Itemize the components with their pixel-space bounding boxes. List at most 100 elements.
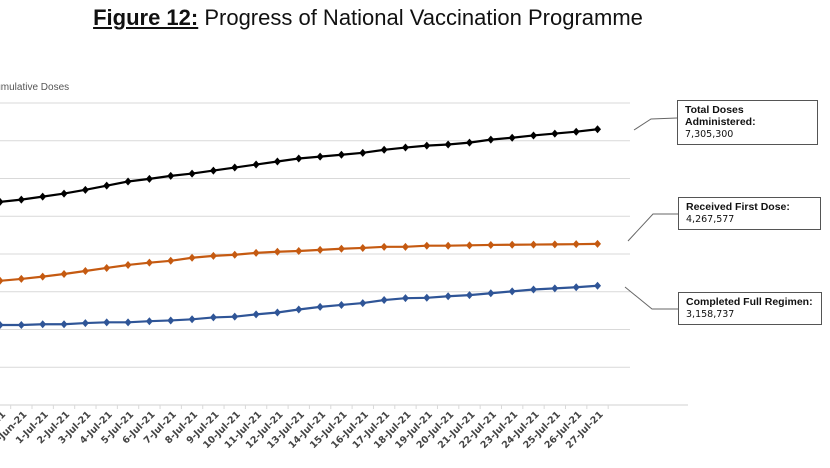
data-point-marker (572, 127, 580, 136)
data-point-marker (487, 135, 495, 144)
data-point-marker (359, 299, 367, 308)
series-total-doses-administered (0, 125, 602, 206)
data-point-marker (145, 174, 153, 183)
data-point-marker (209, 251, 217, 260)
data-point-marker (81, 266, 89, 275)
callout-value: 4,267,577 (686, 214, 735, 225)
data-point-marker (124, 260, 132, 269)
data-point-marker (60, 320, 68, 329)
data-point-marker (124, 318, 132, 327)
data-point-marker (231, 163, 239, 172)
data-point-marker (465, 138, 473, 147)
callout-full-regimen: Completed Full Regimen: 3,158,737 (678, 292, 822, 325)
callout-heading: Completed Full Regimen: (686, 296, 813, 308)
data-point-marker (17, 195, 25, 204)
data-point-marker (572, 240, 580, 249)
figure-caption: Progress of National Vaccination Program… (198, 5, 643, 30)
data-point-marker (17, 320, 25, 329)
callout-first-dose: Received First Dose: 4,267,577 (678, 197, 821, 230)
data-point-marker (103, 181, 111, 190)
data-point-marker (167, 171, 175, 180)
data-point-marker (273, 308, 281, 317)
data-point-marker (508, 133, 516, 142)
data-point-marker (60, 189, 68, 198)
data-point-marker (124, 177, 132, 186)
data-point-marker (465, 241, 473, 250)
data-point-marker (231, 250, 239, 259)
data-point-marker (487, 289, 495, 298)
data-point-marker (594, 281, 602, 290)
data-point-marker (39, 320, 47, 329)
series-received-first-dose (0, 239, 602, 285)
data-point-marker (530, 285, 537, 294)
data-point-marker (444, 292, 452, 301)
data-point-marker (594, 125, 602, 134)
data-point-marker (465, 291, 473, 300)
data-point-marker (316, 245, 324, 254)
data-point-marker (423, 293, 431, 302)
data-point-marker (401, 242, 409, 251)
data-point-marker (487, 240, 495, 249)
data-point-marker (188, 169, 196, 178)
data-point-marker (188, 253, 196, 262)
data-point-marker (508, 287, 516, 296)
data-point-marker (39, 272, 47, 281)
data-point-marker (0, 320, 4, 329)
leader-line-total (633, 117, 678, 131)
data-point-marker (359, 148, 367, 157)
data-point-marker (530, 240, 537, 249)
data-point-marker (60, 270, 68, 279)
leader-line-full (624, 286, 678, 310)
data-point-marker (0, 276, 4, 285)
data-point-marker (423, 141, 431, 150)
data-point-marker (551, 240, 559, 249)
callout-value: 3,158,737 (686, 309, 735, 320)
data-point-marker (103, 263, 111, 272)
data-point-marker (572, 283, 580, 292)
data-point-marker (295, 154, 303, 163)
data-point-marker (145, 317, 153, 326)
callout-heading: Total Doses Administered: (685, 104, 756, 128)
series-line (0, 128, 598, 203)
series-completed-full-regimen (0, 281, 602, 329)
data-point-marker (401, 143, 409, 152)
data-point-marker (337, 300, 345, 309)
data-point-marker (316, 152, 324, 161)
data-point-marker (337, 150, 345, 159)
data-point-marker (103, 318, 111, 327)
y-axis-label: Cumulative Doses (0, 82, 69, 93)
data-point-marker (551, 129, 559, 138)
data-point-marker (401, 294, 409, 303)
data-point-marker (0, 197, 4, 206)
callout-heading: Received First Dose: (686, 201, 790, 213)
data-point-marker (209, 313, 217, 322)
data-point-marker (380, 145, 388, 154)
data-point-marker (359, 243, 367, 252)
data-point-marker (252, 248, 260, 257)
data-point-marker (252, 160, 260, 169)
data-point-marker (209, 166, 217, 175)
data-point-marker (167, 316, 175, 325)
leader-line-first (627, 213, 678, 242)
data-point-marker (594, 239, 602, 248)
data-point-marker (145, 258, 153, 267)
data-point-marker (508, 240, 516, 249)
data-point-marker (295, 305, 303, 314)
data-point-marker (423, 241, 431, 250)
data-point-marker (167, 256, 175, 265)
data-point-marker (530, 131, 537, 140)
data-point-marker (380, 296, 388, 305)
chart-title: Figure 12: Progress of National Vaccinat… (0, 5, 736, 31)
data-point-marker (17, 274, 25, 283)
callout-total-doses: Total Doses Administered: 7,305,300 (677, 100, 818, 145)
data-point-marker (551, 284, 559, 293)
data-point-marker (444, 241, 452, 250)
data-point-marker (380, 242, 388, 251)
data-point-marker (295, 246, 303, 255)
data-point-marker (81, 319, 89, 328)
data-point-marker (444, 140, 452, 149)
callout-value: 7,305,300 (685, 129, 734, 140)
figure-number: Figure 12: (93, 5, 199, 30)
data-point-marker (81, 185, 89, 194)
